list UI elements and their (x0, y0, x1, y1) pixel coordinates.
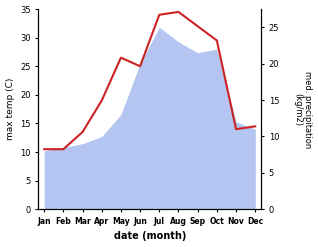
Y-axis label: max temp (C): max temp (C) (5, 78, 15, 140)
X-axis label: date (month): date (month) (114, 231, 186, 242)
Y-axis label: med. precipitation
(kg/m2): med. precipitation (kg/m2) (293, 71, 313, 148)
